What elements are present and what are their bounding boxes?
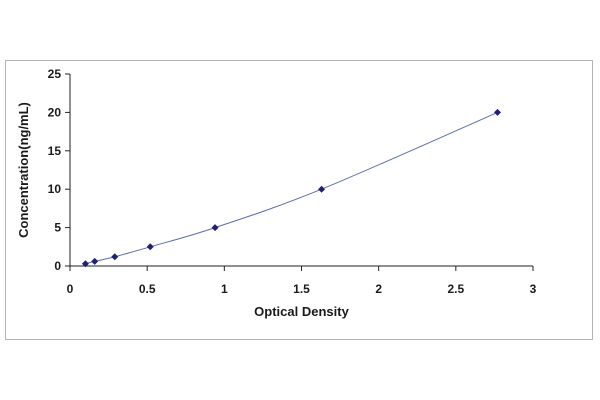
data-point: [91, 257, 99, 265]
y-tick-label: 20: [48, 105, 62, 119]
x-axis-title: Optical Density: [254, 304, 349, 319]
y-tick-label: 25: [48, 67, 62, 81]
data-point: [211, 224, 219, 232]
x-tick-label: 3: [530, 282, 537, 296]
data-points: [81, 108, 502, 268]
data-point: [494, 108, 502, 116]
y-tick-label: 5: [54, 221, 61, 235]
y-tick-label: 15: [48, 144, 62, 158]
x-axis: 0 0.5 1 1.5 2 2.5 3: [67, 265, 537, 296]
chart-frame: [5, 60, 593, 340]
x-tick-label: 2.5: [447, 282, 464, 296]
data-point: [318, 185, 326, 193]
x-tick-label: 0: [67, 282, 74, 296]
y-axis: 0 5 10 15 20 25: [48, 67, 71, 273]
data-point: [111, 253, 119, 261]
y-axis-title: Concentration(ng/mL): [16, 102, 31, 238]
data-point: [146, 243, 154, 251]
x-tick-label: 1: [221, 282, 228, 296]
y-tick-label: 10: [48, 182, 62, 196]
x-tick-label: 2: [375, 282, 382, 296]
y-tick-label: 0: [54, 259, 61, 273]
x-tick-label: 0.5: [139, 282, 156, 296]
data-point: [81, 260, 89, 268]
fit-curve: [85, 111, 498, 265]
x-tick-label: 1.5: [293, 282, 310, 296]
